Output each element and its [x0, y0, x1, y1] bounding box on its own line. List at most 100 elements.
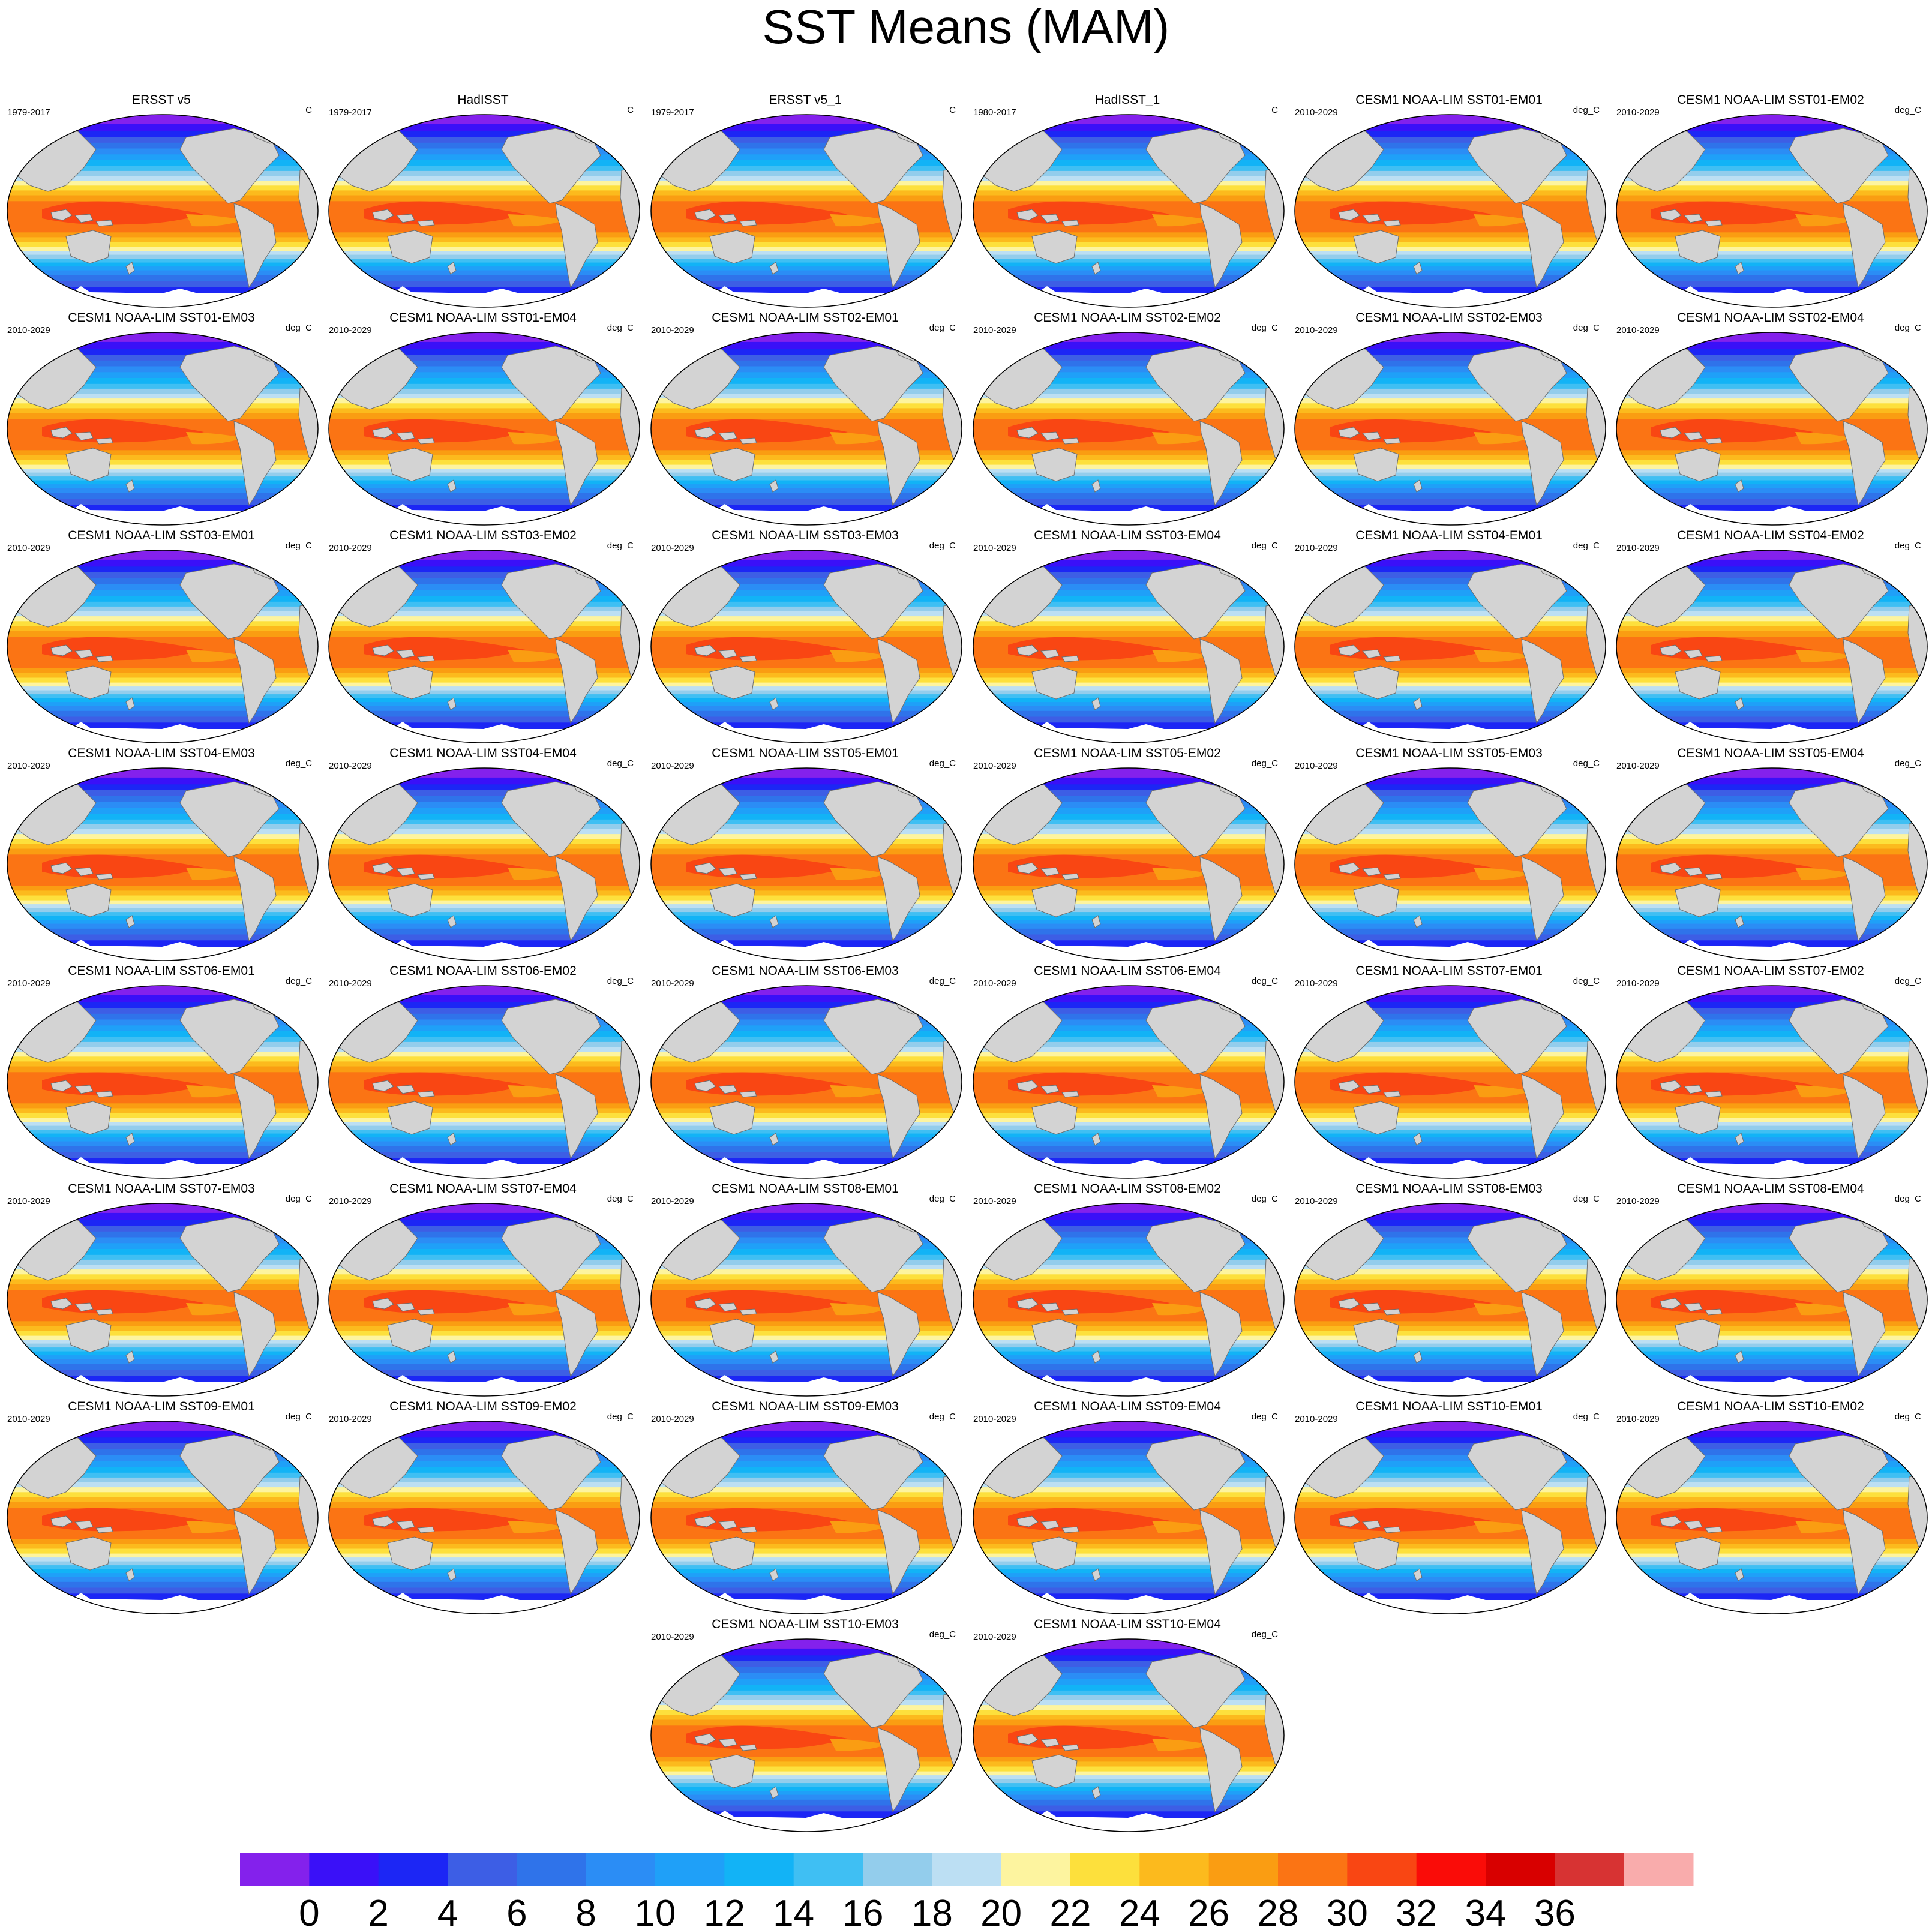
colorbar-swatch — [309, 1853, 379, 1886]
panel-units: C — [949, 105, 956, 115]
sst-map — [973, 1203, 1285, 1397]
panel-period: 2010-2029 — [651, 1632, 694, 1642]
panel-period: 2010-2029 — [651, 325, 694, 335]
map-panel: CESM1 NOAA-LIM SST06-EM02 2010-2029 deg_C — [324, 964, 642, 1180]
colorbar-swatch — [1416, 1853, 1486, 1886]
panel-units: deg_C — [929, 976, 956, 986]
sst-map — [1616, 114, 1928, 308]
panel-units: deg_C — [285, 541, 312, 551]
colorbar-swatch — [586, 1853, 656, 1886]
panel-units: C — [1271, 105, 1278, 115]
panel-period: 2010-2029 — [973, 978, 1016, 989]
sst-map — [7, 1421, 319, 1614]
panel-title: ERSST v5_1 — [769, 93, 842, 107]
panel-title: CESM1 NOAA-LIM SST02-EM02 — [1034, 311, 1221, 325]
panel-period: 2010-2029 — [973, 543, 1016, 553]
map-panel: CESM1 NOAA-LIM SST06-EM04 2010-2029 deg_C — [968, 964, 1286, 1180]
map-panel: CESM1 NOAA-LIM SST01-EM04 2010-2029 deg_C — [324, 311, 642, 527]
panel-period: 2010-2029 — [651, 761, 694, 771]
sst-map — [328, 767, 640, 961]
sst-map — [650, 1638, 962, 1832]
colorbar-swatch — [1070, 1853, 1140, 1886]
map-panel: CESM1 NOAA-LIM SST04-EM04 2010-2029 deg_C — [324, 746, 642, 962]
panel-period: 2010-2029 — [651, 543, 694, 553]
map-panel: CESM1 NOAA-LIM SST06-EM03 2010-2029 deg_C — [646, 964, 964, 1180]
panel-units: deg_C — [607, 976, 634, 986]
sst-map — [7, 114, 319, 308]
panel-period: 2010-2029 — [1295, 325, 1338, 335]
panel-title: CESM1 NOAA-LIM SST10-EM02 — [1677, 1400, 1864, 1413]
panel-period: 2010-2029 — [1295, 543, 1338, 553]
map-panel: CESM1 NOAA-LIM SST05-EM04 2010-2029 deg_C — [1612, 746, 1930, 962]
panel-units: deg_C — [285, 1194, 312, 1204]
panel-units: deg_C — [285, 323, 312, 333]
sst-map — [7, 550, 319, 743]
panel-units: deg_C — [607, 758, 634, 769]
map-panel: CESM1 NOAA-LIM SST09-EM04 2010-2029 deg_C — [968, 1400, 1286, 1616]
map-panel: CESM1 NOAA-LIM SST03-EM03 2010-2029 deg_C — [646, 529, 964, 745]
panel-period: 2010-2029 — [329, 543, 372, 553]
sst-map — [1294, 767, 1606, 961]
panel-units: deg_C — [929, 1629, 956, 1640]
panel-units: deg_C — [1573, 1194, 1600, 1204]
panel-period: 2010-2029 — [651, 978, 694, 989]
map-panel: CESM1 NOAA-LIM SST08-EM01 2010-2029 deg_C — [646, 1182, 964, 1398]
panel-units: deg_C — [607, 1194, 634, 1204]
panel-title: CESM1 NOAA-LIM SST03-EM04 — [1034, 529, 1221, 542]
colorbar-tick-label: 8 — [575, 1893, 596, 1930]
panel-units: deg_C — [929, 758, 956, 769]
colorbar-tick-label: 6 — [506, 1893, 527, 1930]
panel-title: CESM1 NOAA-LIM SST03-EM03 — [712, 529, 899, 542]
map-panel: HadISST_1 1980-2017 C — [968, 93, 1286, 309]
map-panel: CESM1 NOAA-LIM SST02-EM03 2010-2029 deg_C — [1290, 311, 1608, 527]
panel-units: deg_C — [1573, 105, 1600, 115]
panel-period: 2010-2029 — [973, 1414, 1016, 1424]
sst-map — [650, 1421, 962, 1614]
sst-map — [328, 985, 640, 1179]
sst-map — [973, 550, 1285, 743]
map-panel: CESM1 NOAA-LIM SST02-EM01 2010-2029 deg_C — [646, 311, 964, 527]
map-panel: CESM1 NOAA-LIM SST09-EM03 2010-2029 deg_C — [646, 1400, 964, 1616]
sst-map — [1294, 114, 1606, 308]
map-panel: CESM1 NOAA-LIM SST04-EM03 2010-2029 deg_C — [2, 746, 320, 962]
panel-units: deg_C — [607, 323, 634, 333]
sst-map — [328, 550, 640, 743]
panel-units: deg_C — [1573, 1412, 1600, 1422]
panel-period: 2010-2029 — [329, 978, 372, 989]
panel-period: 2010-2029 — [329, 761, 372, 771]
panel-units: deg_C — [1251, 1412, 1278, 1422]
colorbar-swatch — [1208, 1853, 1279, 1886]
panel-units: deg_C — [607, 1412, 634, 1422]
sst-map — [7, 767, 319, 961]
colorbar-tick-label: 30 — [1327, 1893, 1368, 1930]
colorbar-swatch — [1555, 1853, 1625, 1886]
colorbar-swatch — [378, 1853, 448, 1886]
panel-title: CESM1 NOAA-LIM SST09-EM04 — [1034, 1400, 1221, 1413]
panel-grid: ERSST v5 1979-2017 C HadISST 1979-2017 C ERSST… — [2, 93, 1930, 1832]
colorbar-swatch — [1278, 1853, 1348, 1886]
panel-title: HadISST — [457, 93, 509, 107]
panel-units: deg_C — [929, 541, 956, 551]
panel-title: CESM1 NOAA-LIM SST08-EM02 — [1034, 1182, 1221, 1196]
sst-map — [650, 767, 962, 961]
panel-title: CESM1 NOAA-LIM SST09-EM03 — [712, 1400, 899, 1413]
panel-period: 2010-2029 — [1616, 978, 1660, 989]
panel-period: 2010-2029 — [7, 761, 50, 771]
panel-units: deg_C — [1251, 541, 1278, 551]
panel-period: 1979-2017 — [7, 107, 50, 118]
sst-map — [328, 1421, 640, 1614]
panel-units: deg_C — [1573, 976, 1600, 986]
panel-title: CESM1 NOAA-LIM SST10-EM03 — [712, 1617, 899, 1631]
map-panel: CESM1 NOAA-LIM SST08-EM04 2010-2029 deg_C — [1612, 1182, 1930, 1398]
panel-period: 2010-2029 — [7, 543, 50, 553]
panel-title: CESM1 NOAA-LIM SST08-EM04 — [1677, 1182, 1864, 1196]
panel-title: CESM1 NOAA-LIM SST08-EM03 — [1355, 1182, 1543, 1196]
panel-period: 2010-2029 — [1616, 1414, 1660, 1424]
panel-period: 2010-2029 — [7, 1414, 50, 1424]
panel-period: 2010-2029 — [973, 325, 1016, 335]
panel-units: C — [305, 105, 312, 115]
map-panel: CESM1 NOAA-LIM SST10-EM01 2010-2029 deg_C — [1290, 1400, 1608, 1616]
map-panel: CESM1 NOAA-LIM SST07-EM01 2010-2029 deg_C — [1290, 964, 1608, 1180]
colorbar-tick-label: 20 — [980, 1893, 1022, 1930]
colorbar-tick-label: 24 — [1119, 1893, 1160, 1930]
